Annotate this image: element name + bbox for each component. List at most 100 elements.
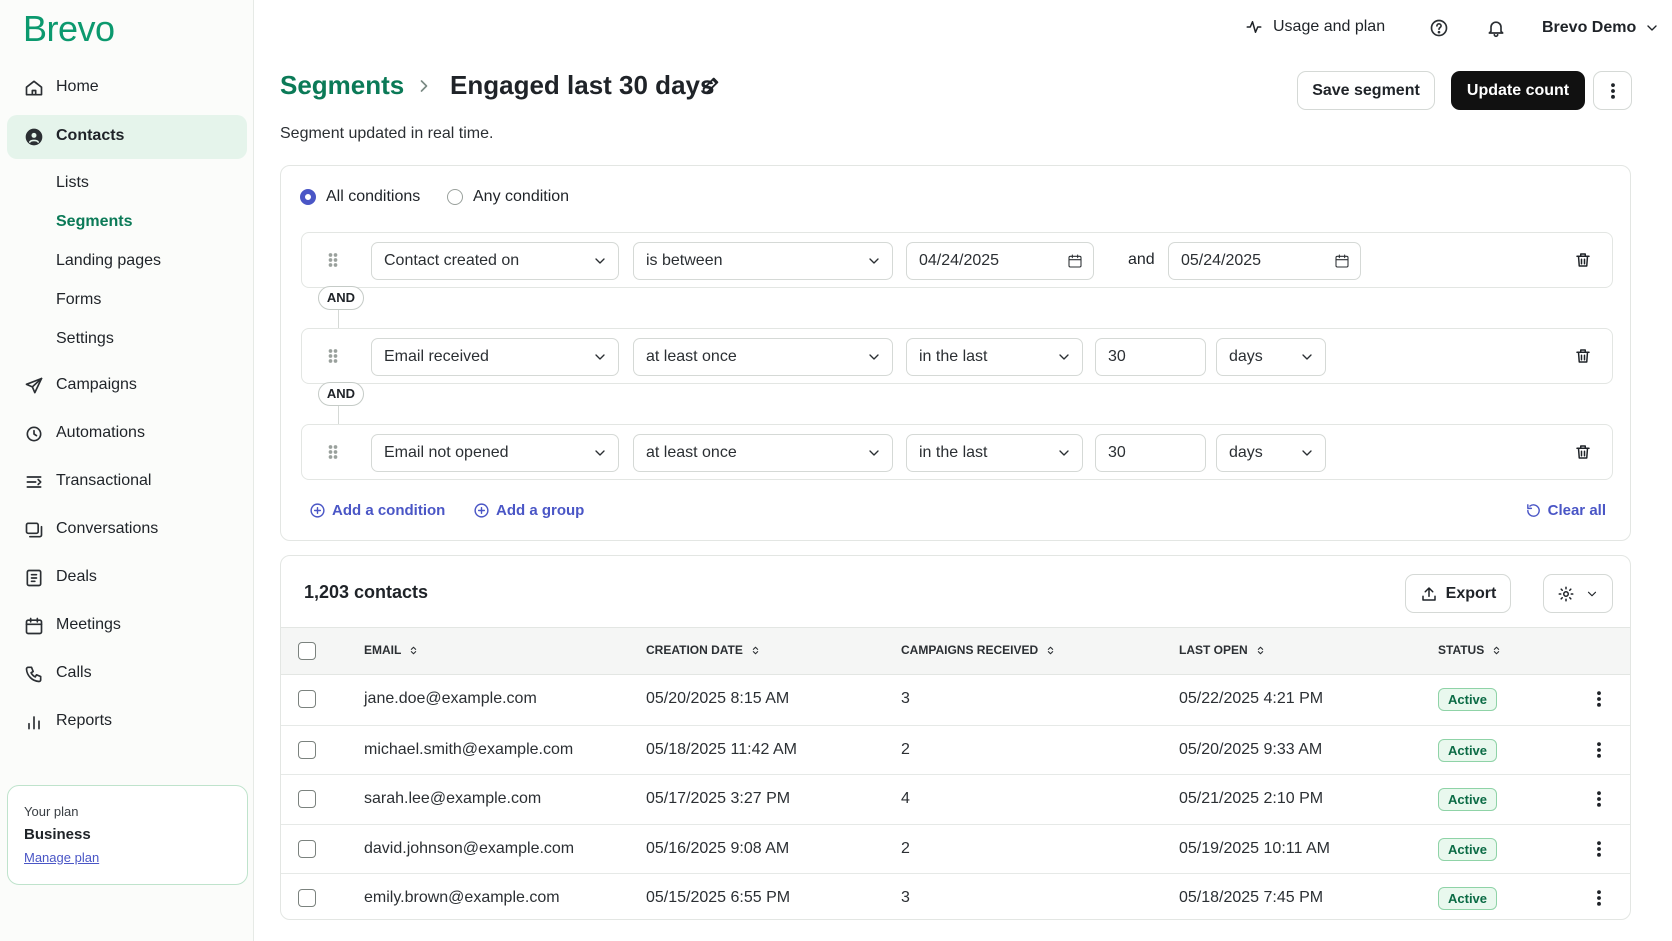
cell-text: 05/18/2025 11:42 AM bbox=[646, 740, 797, 758]
mode-radio[interactable]: Any condition bbox=[447, 188, 569, 206]
row-menu[interactable] bbox=[1589, 839, 1609, 864]
mode-radio[interactable]: All conditions bbox=[300, 188, 420, 206]
condition-action[interactable]: Clear all bbox=[1525, 502, 1606, 519]
checkbox[interactable] bbox=[298, 790, 316, 808]
update-button[interactable]: Update count bbox=[1451, 71, 1585, 110]
nav-item[interactable]: Campaigns bbox=[7, 364, 247, 408]
dots bbox=[1597, 840, 1601, 857]
cell-text: 05/20/2025 9:33 AM bbox=[1179, 740, 1323, 758]
cell: 2 bbox=[901, 741, 910, 759]
row-menu[interactable] bbox=[1589, 740, 1609, 765]
nav-item[interactable]: Automations bbox=[7, 412, 247, 456]
nav-subitem[interactable]: Settings bbox=[56, 330, 114, 348]
nav-item[interactable]: Contacts bbox=[7, 115, 247, 159]
save-button[interactable]: Save segment bbox=[1297, 71, 1435, 110]
nav-label-text: Reports bbox=[56, 712, 113, 729]
delete-condition[interactable] bbox=[1574, 347, 1592, 370]
nav-subitem[interactable]: Lists bbox=[56, 174, 89, 192]
checkbox[interactable] bbox=[298, 740, 316, 759]
condition-row: Email received at least once in the last 30… bbox=[301, 328, 1613, 384]
date-to[interactable]: 05/24/2025 bbox=[1168, 242, 1361, 280]
window-select[interactable]: in the last bbox=[906, 338, 1083, 376]
nav-icon-svg bbox=[25, 522, 43, 538]
unit-select[interactable]: days bbox=[1216, 338, 1326, 376]
drag-handle[interactable] bbox=[323, 346, 343, 371]
action-label-text: Add a group bbox=[496, 502, 585, 519]
amount-input-text: 30 bbox=[1108, 348, 1126, 365]
nav-label: Contacts bbox=[56, 127, 124, 145]
export-button[interactable]: Export bbox=[1405, 574, 1511, 613]
date-from[interactable]: 04/24/2025 bbox=[906, 242, 1094, 280]
nav-label: Meetings bbox=[56, 616, 121, 634]
column-header[interactable]: LAST OPEN bbox=[1179, 643, 1267, 657]
more-button[interactable] bbox=[1593, 71, 1632, 110]
column-header[interactable]: CAMPAIGNS RECEIVED bbox=[901, 643, 1057, 657]
checkbox[interactable] bbox=[298, 889, 316, 907]
breadcrumb-link[interactable]: Segments bbox=[280, 70, 404, 101]
bell-svg bbox=[1488, 21, 1504, 38]
cell: 05/15/2025 6:55 PM bbox=[646, 889, 790, 907]
field-select-text: Email received bbox=[384, 348, 489, 365]
delete-condition[interactable] bbox=[1574, 443, 1592, 466]
column-header-text: EMAIL bbox=[364, 643, 402, 657]
operator-select-text: is between bbox=[646, 252, 723, 269]
nav-icon bbox=[24, 712, 44, 737]
usage-link[interactable]: Usage and plan bbox=[1245, 18, 1385, 36]
field-select-text: Contact created on bbox=[384, 252, 520, 269]
help-svg bbox=[1430, 19, 1448, 37]
nav-label-text: Home bbox=[56, 78, 99, 95]
chevron bbox=[595, 354, 605, 360]
nav-item[interactable]: Reports bbox=[7, 700, 247, 744]
edit-icon[interactable] bbox=[700, 74, 722, 101]
nav-item[interactable]: Conversations bbox=[7, 508, 247, 552]
cell-text: 3 bbox=[901, 690, 910, 707]
nav-subitem[interactable]: Forms bbox=[56, 291, 101, 309]
plan-link[interactable]: Manage plan bbox=[24, 850, 99, 865]
nav-item[interactable]: Deals bbox=[7, 556, 247, 600]
and-badge: AND bbox=[318, 286, 364, 310]
checkbox[interactable] bbox=[298, 642, 316, 660]
row-menu[interactable] bbox=[1589, 789, 1609, 814]
nav-subitem[interactable]: Segments bbox=[56, 213, 132, 231]
radio-dot bbox=[300, 189, 316, 205]
settings-button[interactable] bbox=[1543, 574, 1613, 613]
amount-input[interactable]: 30 bbox=[1095, 434, 1206, 472]
nav-item[interactable]: Home bbox=[7, 66, 247, 110]
bell-icon[interactable] bbox=[1486, 18, 1506, 43]
drag-handle[interactable] bbox=[323, 250, 343, 275]
dots bbox=[1610, 83, 1615, 99]
nav-item[interactable]: Transactional bbox=[7, 460, 247, 504]
drag-handle[interactable] bbox=[323, 442, 343, 467]
nav-icon-svg bbox=[26, 476, 42, 488]
field-select[interactable]: Contact created on bbox=[371, 242, 619, 280]
table-row: david.johnson@example.com 05/16/2025 9:08… bbox=[281, 823, 1630, 874]
column-header[interactable]: EMAIL bbox=[364, 643, 420, 657]
condition-action[interactable]: Add a condition bbox=[309, 502, 445, 519]
account-menu[interactable]: Brevo Demo bbox=[1542, 19, 1660, 37]
unit-select[interactable]: days bbox=[1216, 434, 1326, 472]
pencil bbox=[702, 77, 719, 94]
help-icon[interactable] bbox=[1429, 18, 1449, 43]
nav-item[interactable]: Meetings bbox=[7, 604, 247, 648]
checkbox[interactable] bbox=[298, 839, 316, 858]
column-header-text: STATUS bbox=[1438, 643, 1485, 657]
column-header[interactable]: STATUS bbox=[1438, 643, 1503, 657]
window-select[interactable]: in the last bbox=[906, 434, 1083, 472]
field-select[interactable]: Email received bbox=[371, 338, 619, 376]
nav-subitem[interactable]: Landing pages bbox=[56, 252, 161, 270]
delete-condition[interactable] bbox=[1574, 251, 1592, 274]
row-menu[interactable] bbox=[1589, 888, 1609, 913]
checkbox[interactable] bbox=[298, 690, 316, 708]
operator-select[interactable]: at least once bbox=[633, 434, 893, 472]
operator-select[interactable]: is between bbox=[633, 242, 893, 280]
row-menu[interactable] bbox=[1589, 689, 1609, 714]
table-row: jane.doe@example.com 05/20/2025 8:15 AM 3 0… bbox=[281, 675, 1630, 725]
amount-input[interactable]: 30 bbox=[1095, 338, 1206, 376]
cell-text: 05/16/2025 9:08 AM bbox=[646, 839, 790, 857]
field-select[interactable]: Email not opened bbox=[371, 434, 619, 472]
condition-action[interactable]: Add a group bbox=[473, 502, 584, 519]
operator-select[interactable]: at least once bbox=[633, 338, 893, 376]
column-header[interactable]: CREATION DATE bbox=[646, 643, 762, 657]
nav-item[interactable]: Calls bbox=[7, 652, 247, 696]
